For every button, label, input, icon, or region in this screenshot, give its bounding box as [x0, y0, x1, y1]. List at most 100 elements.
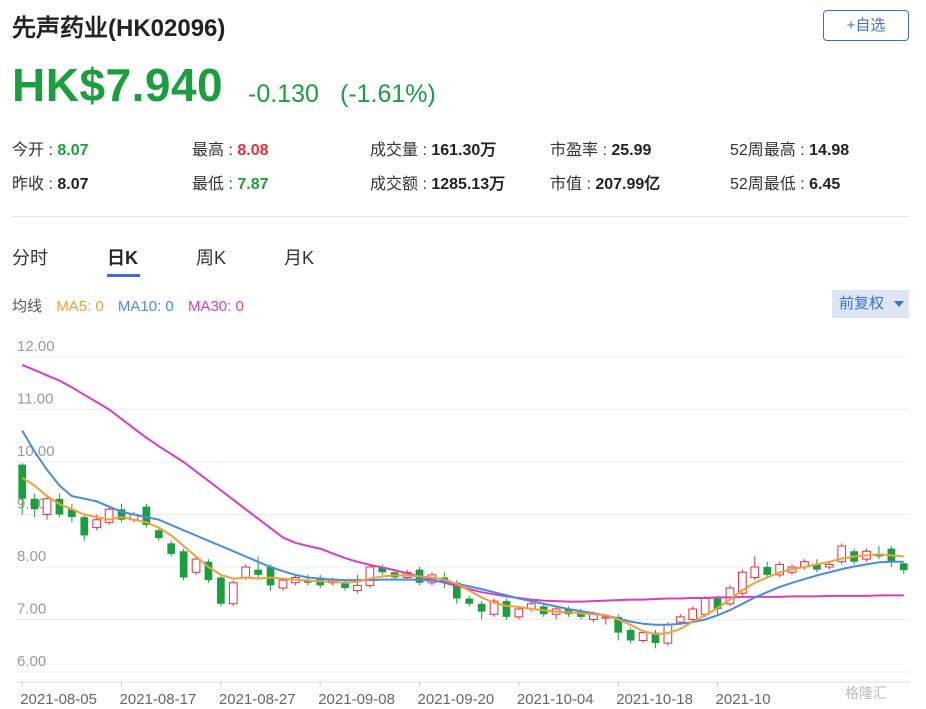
ma10-line	[21, 429, 904, 626]
stat-label: 今开 :	[12, 142, 58, 159]
tab-item[interactable]: 分时	[12, 248, 48, 268]
candle-body	[750, 566, 760, 578]
stat-item: 成交量 : 161.30万	[370, 136, 496, 160]
candle-body	[254, 569, 262, 575]
stat-label: 市盈率 :	[550, 142, 612, 159]
candle-body	[651, 632, 660, 644]
candle-body	[341, 582, 349, 588]
candle-body	[80, 517, 89, 536]
ma-legend: 均线 MA5: 0 MA10: 0 MA30: 0	[12, 295, 254, 316]
candle-body	[204, 561, 213, 581]
candle-body	[117, 509, 126, 520]
stat-label: 最高 :	[192, 142, 238, 159]
candle-body	[514, 608, 524, 618]
tab-item[interactable]: 日K	[107, 248, 138, 268]
adjust-label: 前复权	[839, 295, 885, 312]
kline-chart[interactable]: 12.0011.0010.009.008.007.006.002021-08-0…	[0, 330, 926, 709]
candle-body	[837, 545, 847, 563]
candle-body	[365, 566, 375, 586]
stat-value: 25.99	[611, 142, 652, 159]
y-tick-label: 7.00	[17, 601, 46, 618]
stat-item: 昨收 : 8.07	[12, 170, 88, 194]
stat-item: 52周最高 : 14.98	[730, 136, 849, 160]
y-tick-label: 6.00	[17, 653, 46, 670]
stat-value: 6.45	[809, 176, 841, 193]
x-tick-label: 2021-09-08	[318, 691, 395, 708]
candle-body	[577, 611, 585, 617]
current-price: HK$7.940	[12, 59, 224, 111]
price-change-percent: (-1.61%)	[340, 80, 436, 108]
x-tick-label: 2021-08-05	[20, 691, 97, 708]
candle-body	[217, 577, 225, 604]
tab-item[interactable]: 周K	[196, 248, 227, 268]
candle-body	[465, 598, 474, 604]
candle-body	[763, 567, 772, 575]
candle-body	[502, 601, 511, 617]
ma30-legend: MA30: 0	[187, 298, 244, 315]
watermark: 格隆汇	[845, 685, 887, 701]
adjust-dropdown[interactable]: 前复权	[832, 290, 909, 318]
stat-item: 成交额 : 1285.13万	[370, 170, 505, 194]
candle-body	[738, 571, 747, 594]
candle-body	[142, 506, 151, 525]
stat-label: 52周最高 :	[730, 142, 810, 159]
candle-body	[813, 564, 821, 570]
candle-body	[154, 530, 163, 539]
candle-body	[55, 498, 64, 515]
x-tick-label: 2021-08-27	[219, 691, 296, 708]
stat-value: 8.07	[57, 142, 89, 159]
ma30-line	[21, 363, 904, 603]
x-tick-label: 2021-10-18	[616, 691, 693, 708]
candle-body	[278, 579, 288, 589]
candle-body	[18, 464, 27, 499]
stat-value: 14.98	[809, 142, 850, 159]
ma-legend-prefix: 均线	[12, 298, 43, 315]
candle-body	[68, 509, 76, 518]
caret-down-icon	[894, 301, 904, 307]
ma5-line	[21, 476, 904, 636]
candle-body	[42, 498, 52, 515]
divider	[12, 216, 909, 217]
candle-body	[899, 563, 908, 571]
stat-value: 8.07	[57, 176, 89, 193]
candle-body	[92, 519, 102, 529]
candle-body	[489, 600, 499, 615]
add-watchlist-button[interactable]: +自选	[823, 10, 909, 41]
stat-item: 最高 : 8.08	[192, 136, 268, 160]
stat-item: 市值 : 207.99亿	[550, 170, 660, 194]
candle-body	[626, 630, 635, 641]
x-tick-label: 2021-08-17	[120, 691, 197, 708]
candle-body	[452, 582, 461, 599]
candle-body	[713, 598, 722, 609]
stat-item: 市盈率 : 25.99	[550, 136, 651, 160]
candle-body	[675, 616, 685, 623]
candle-body	[30, 498, 39, 510]
stat-value: 1285.13万	[431, 176, 506, 193]
x-tick-label: 2021-09-20	[418, 691, 495, 708]
stat-item: 52周最低 : 6.45	[730, 170, 840, 194]
stat-label: 昨收 :	[12, 176, 58, 193]
candle-body	[775, 563, 784, 576]
candle-body	[824, 563, 834, 568]
stat-label: 52周最低 :	[730, 176, 810, 193]
stat-item: 最低 : 7.87	[192, 170, 268, 194]
stat-label: 成交额 :	[370, 176, 432, 193]
candle-body	[353, 584, 362, 592]
candle-body	[614, 616, 623, 633]
candle-body	[266, 567, 275, 586]
stat-value: 8.08	[237, 142, 269, 159]
stat-label: 成交量 :	[370, 142, 432, 159]
y-tick-label: 11.00	[17, 391, 53, 408]
stat-item: 今开 : 8.07	[12, 136, 88, 160]
candle-body	[228, 582, 238, 605]
candle-body	[191, 558, 201, 573]
candle-body	[104, 508, 114, 523]
candle-body	[688, 608, 698, 620]
stat-value: 7.87	[237, 176, 269, 193]
stat-value: 161.30万	[431, 142, 497, 159]
ma10-legend: MA10: 0	[117, 298, 174, 315]
stat-label: 最低 :	[192, 176, 238, 193]
tab-item[interactable]: 月K	[284, 248, 315, 268]
stock-title: 先声药业(HK02096)	[12, 15, 226, 42]
ma5-legend: MA5: 0	[56, 298, 104, 315]
